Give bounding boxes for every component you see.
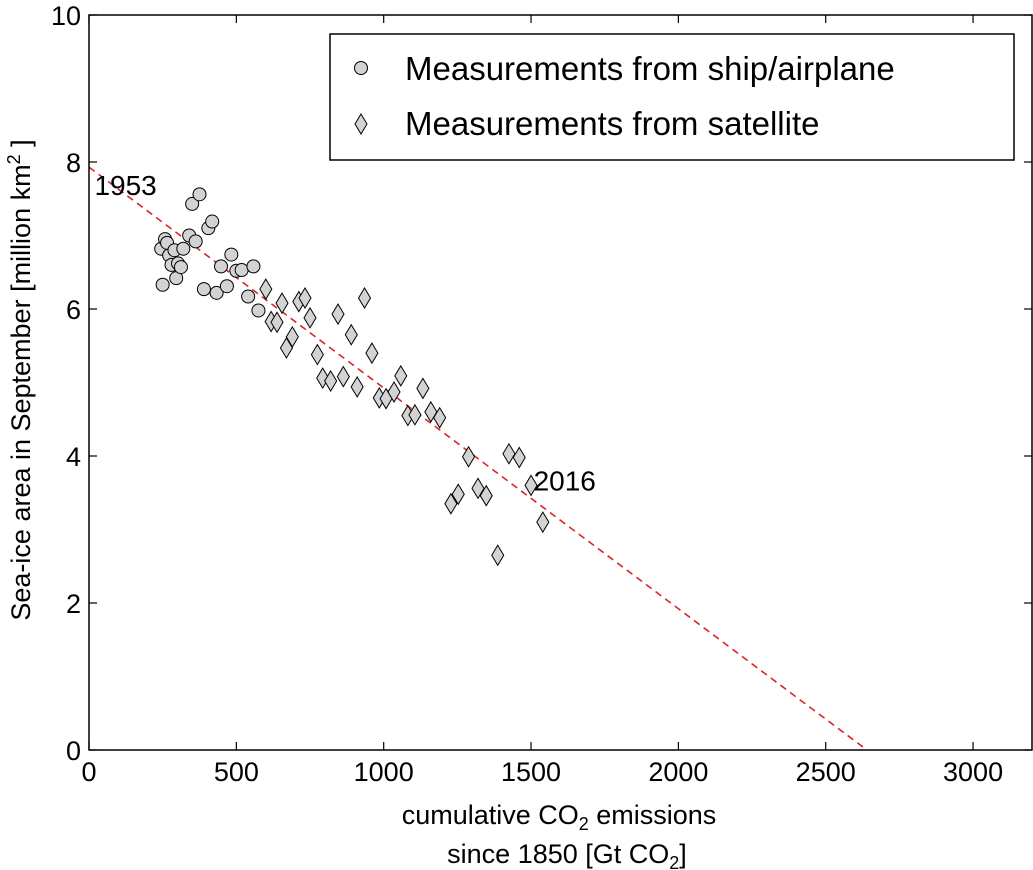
satellite-point (451, 483, 465, 506)
satellite-point (536, 511, 550, 534)
x-axis-label-line1-text-end: emissions (589, 800, 717, 830)
x-tick-label: 2000 (648, 757, 708, 787)
x-tick-label: 0 (81, 757, 96, 787)
legend-label-ship-airplane: Measurements from ship/airplane (405, 50, 895, 87)
ship-airplane-point (251, 303, 266, 318)
satellite-point (259, 278, 273, 301)
x-tick-label: 2500 (796, 757, 856, 787)
satellite-point (310, 343, 324, 366)
satellite-point (336, 365, 350, 388)
satellite-point (444, 492, 458, 515)
satellite-point (344, 323, 358, 346)
y-axis-label-text: Sea-ice area in September [million km (6, 164, 36, 620)
ship-airplane-point (219, 279, 234, 294)
ship-airplane-point (214, 259, 229, 274)
satellite-point (394, 364, 408, 387)
ship-airplane-point (155, 277, 170, 292)
x-tick-label: 500 (214, 757, 259, 787)
plot-frame (88, 14, 1033, 751)
satellite-point (387, 381, 401, 404)
y-tick-label: 2 (66, 589, 81, 619)
satellite-point (416, 377, 430, 400)
ship-airplane-point (176, 241, 191, 256)
legend-diamond-marker (354, 113, 368, 135)
x-tick-label: 1500 (501, 757, 561, 787)
year-annotation-1953: 1953 (94, 170, 156, 201)
x-tick-label: 1000 (354, 757, 414, 787)
ship-airplane-point (224, 247, 239, 262)
x-axis-label-line1-text: cumulative CO (402, 800, 579, 830)
ship-airplane-point (241, 289, 256, 304)
x-axis-label-line2: since 1850 [Gt CO2] (447, 839, 687, 870)
legend: Measurements from ship/airplane Measurem… (329, 33, 1015, 161)
ship-airplane-point (192, 187, 207, 202)
y-axis-label: Sea-ice area in September [million km2 ] (4, 139, 36, 620)
y-tick-label: 8 (66, 148, 81, 178)
y-tick-label: 10 (51, 1, 81, 31)
ship-airplane-point (234, 263, 249, 278)
satellite-point (350, 375, 364, 398)
x-axis-label-line2-text-end: ] (679, 839, 687, 869)
ship-airplane-point (196, 282, 211, 297)
satellite-point (331, 303, 345, 326)
satellite-point (324, 370, 338, 393)
x-axis-label-line1: cumulative CO2 emissions (402, 800, 717, 834)
satellite-point (298, 287, 312, 309)
satellite-point (461, 445, 476, 468)
y-axis-label-superscript: 2 (4, 154, 24, 164)
satellite-point (285, 325, 299, 348)
satellite-point (408, 403, 422, 426)
satellite-point (433, 406, 447, 429)
satellite-point (365, 342, 379, 365)
satellite-point (512, 446, 526, 469)
legend-label-satellite: Measurements from satellite (405, 105, 819, 142)
satellite-point (275, 292, 289, 315)
y-tick-label: 4 (66, 442, 81, 472)
satellite-point (524, 474, 538, 497)
satellite-point (357, 287, 372, 309)
ship-airplane-point (188, 234, 203, 249)
legend-box (329, 33, 1015, 161)
ship-airplane-point (205, 214, 220, 229)
y-axis-label-text-end: ] (6, 139, 36, 154)
satellite-point (471, 477, 485, 500)
ship-airplane-point (185, 196, 200, 211)
ship-airplane-point (209, 285, 224, 300)
satellite-point (270, 311, 284, 334)
x-tick-label: 3000 (943, 757, 1003, 787)
y-tick-label: 0 (66, 736, 81, 766)
trend-line (89, 166, 868, 750)
x-axis-label-line2-subscript: 2 (669, 853, 679, 870)
y-tick-label: 6 (66, 295, 81, 325)
satellite-point (502, 442, 516, 465)
legend-circle-marker (354, 61, 368, 75)
ship-airplane-point (173, 260, 188, 275)
ship-airplane-point (246, 259, 261, 274)
satellite-point (303, 306, 317, 329)
year-annotation-2016: 2016 (534, 466, 596, 497)
x-axis-label-line2-text: since 1850 [Gt CO (447, 839, 669, 869)
satellite-point (491, 544, 505, 567)
x-axis-label-line1-subscript: 2 (579, 814, 589, 834)
satellite-point (479, 484, 493, 507)
